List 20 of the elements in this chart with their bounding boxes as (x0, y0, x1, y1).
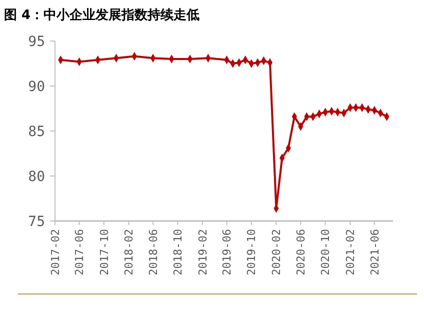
x-tick-label: 2020-06 (294, 229, 308, 276)
y-tick-label: 75 (28, 214, 45, 230)
x-tick-label: 2018-10 (171, 229, 184, 276)
x-tick-label: 2021-06 (368, 229, 382, 276)
x-tick-label: 2019-10 (245, 229, 258, 276)
x-tick-label: 2021-02 (344, 229, 358, 276)
y-tick-label: 85 (28, 124, 45, 140)
x-tick-label: 2017-02 (48, 229, 62, 276)
x-tick-label: 2018-02 (122, 229, 136, 276)
chart-title: 图 4：中小企业发展指数持续走低 (4, 8, 200, 23)
y-tick-label: 90 (28, 78, 45, 95)
x-tick-label: 2019-02 (196, 229, 210, 276)
x-tick-label: 2017-06 (73, 229, 86, 276)
x-tick-label: 2020-10 (319, 229, 332, 276)
x-tick-label: 2017-10 (98, 229, 111, 276)
y-tick-label: 95 (28, 34, 45, 50)
x-tick-label: 2019-06 (220, 229, 234, 276)
x-tick-label: 2020-02 (270, 229, 284, 276)
x-tick-label: 2018-06 (146, 229, 160, 276)
y-tick-label: 80 (28, 168, 45, 185)
